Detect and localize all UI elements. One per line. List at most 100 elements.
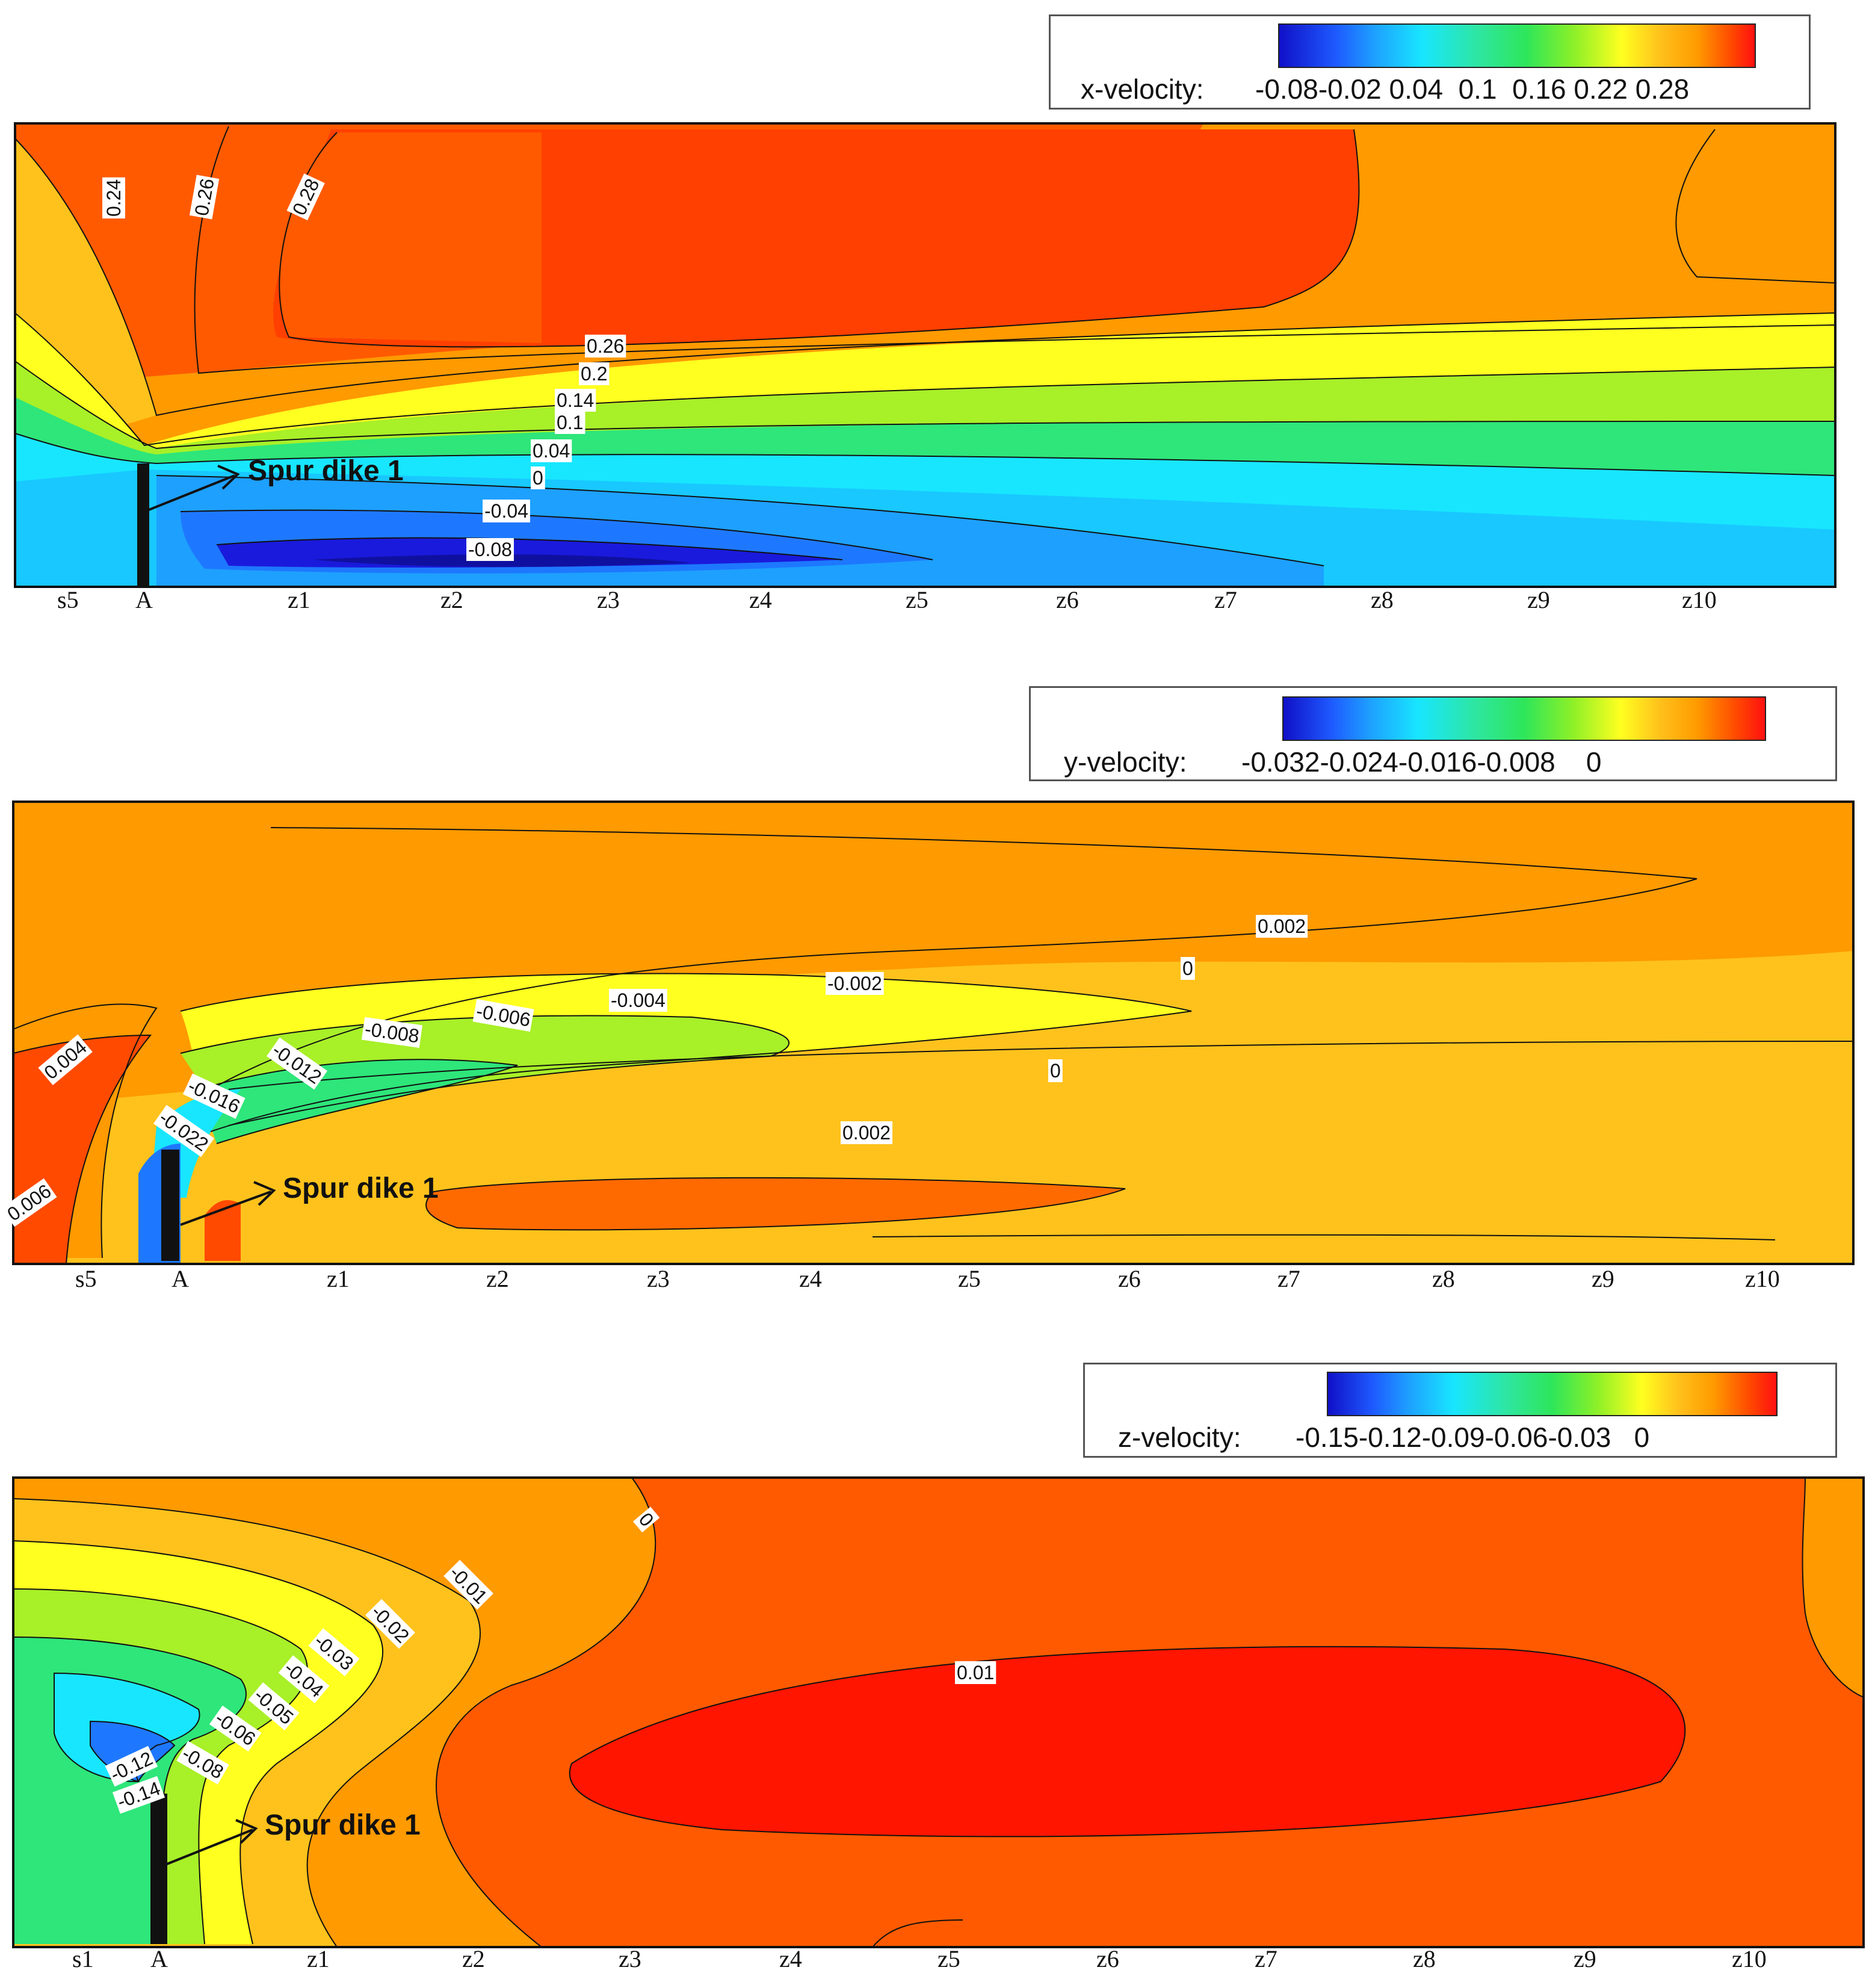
contour-plot: 0.002 0 -0.002 -0.004 -0.006 -0.008 -0.0… xyxy=(1,800,1855,1292)
colorbar-tick: 0.28 xyxy=(1635,73,1690,105)
contour-label-bg xyxy=(585,335,626,358)
panel-x-velocity: x-velocity: -0.08-0.02 0.04 0.1 0.16 0.2… xyxy=(0,0,1875,626)
x-tick-label: A xyxy=(171,1265,189,1292)
colorbar-legend: z-velocity: -0.15-0.12-0.09-0.06-0.03 0 xyxy=(1083,1363,1837,1458)
contour-label-bg xyxy=(472,999,534,1032)
x-tick-label: z8 xyxy=(1371,586,1394,613)
contour-label-bg xyxy=(1256,915,1308,938)
contour-label-bg xyxy=(841,1121,893,1144)
contour-label: 0.01 xyxy=(957,1662,994,1683)
contour-label-bg xyxy=(102,177,125,218)
contour-label-bg xyxy=(1181,957,1195,980)
x-axis-ticks: s1 A z1 z2 z3 z4 z5 z6 z7 z8 z9 z10 xyxy=(72,1945,1767,1972)
contour-band xyxy=(1802,1478,1864,1697)
contour-line xyxy=(156,475,1324,566)
x-tick-label: z3 xyxy=(597,586,620,613)
annotation-label: Spur dike 1 xyxy=(283,1172,439,1204)
colorbar-tick: -0.02 xyxy=(1318,73,1382,105)
contour-line xyxy=(872,1919,963,1948)
x-tick-label: z7 xyxy=(1255,1945,1277,1972)
contour-label-bg xyxy=(826,972,884,995)
contour-line xyxy=(210,827,1697,1090)
colorbar-legend: x-velocity: -0.08-0.02 0.04 0.1 0.16 0.2… xyxy=(1049,14,1811,110)
colorbar-tick: -0.016 xyxy=(1398,746,1477,778)
x-axis-ticks: s5 A z1 z2 z3 z4 z5 z6 z7 z8 z9 z10 xyxy=(75,1265,1780,1292)
x-tick-label: z9 xyxy=(1592,1265,1614,1292)
spur-dike xyxy=(161,1150,179,1261)
contour-label-bg xyxy=(555,411,585,434)
contour-line xyxy=(13,1034,152,1265)
plot-frame xyxy=(12,1476,1865,1948)
contour-line xyxy=(13,1003,158,1259)
x-tick-label: z3 xyxy=(619,1945,641,1972)
x-tick-label: z2 xyxy=(440,586,463,613)
x-tick-label: z2 xyxy=(462,1945,485,1972)
contour-label-bg xyxy=(531,466,545,489)
x-tick-label: z7 xyxy=(1214,586,1237,613)
contour-band xyxy=(13,1035,150,1264)
colorbar-tick: 0.22 xyxy=(1574,73,1628,105)
contour-line xyxy=(14,312,1836,447)
contour-label: 0 xyxy=(533,467,543,489)
contour-line xyxy=(13,1498,481,1948)
annotation-label: Spur dike 1 xyxy=(265,1809,421,1841)
contour-band xyxy=(205,1200,241,1261)
contour-label-bg xyxy=(182,1073,246,1119)
contour-band xyxy=(569,1646,1685,1837)
contour-label-bg xyxy=(361,1017,422,1048)
spur-dike-annotation: Spur dike 1 xyxy=(162,1809,421,1867)
x-tick-label: z3 xyxy=(647,1265,670,1292)
contour-label-bg xyxy=(286,173,325,221)
colorbar-title: z-velocity: xyxy=(1118,1422,1241,1453)
contour-label: 0.002 xyxy=(842,1122,891,1144)
contour-label: 0.1 xyxy=(557,412,583,433)
colorbar-title: y-velocity: xyxy=(1064,746,1187,778)
x-tick-label: z1 xyxy=(288,586,310,613)
colorbar xyxy=(1282,696,1766,741)
contour-label-bg xyxy=(365,1599,415,1649)
colorbar-tick: -0.15 xyxy=(1296,1422,1359,1453)
contour-plot: 0 -0.01 -0.02 -0.03 -0.04 -0.05 -0.06 -0… xyxy=(12,1476,1865,1972)
contour-label-bg xyxy=(278,1655,330,1703)
contour-label: -0.002 xyxy=(827,973,882,994)
contour-plot: 0.24 0.26 0.28 0.26 0.2 0.14 0.1 0.04 0 … xyxy=(14,122,1836,613)
colorbar-tick: -0.09 xyxy=(1421,1422,1485,1453)
plot-frame xyxy=(12,800,1855,1265)
contour-line xyxy=(279,129,1360,348)
annotation-arrow xyxy=(180,1191,271,1226)
x-tick-label: z6 xyxy=(1118,1265,1141,1292)
colorbar-tick: -0.032 xyxy=(1241,746,1320,778)
contour-line xyxy=(194,126,1836,374)
contour-label-bg xyxy=(531,439,572,462)
contour-label-bg xyxy=(248,1682,300,1730)
x-tick-label: z8 xyxy=(1413,1945,1436,1972)
contour-label-bg xyxy=(1,1178,57,1227)
x-tick-label: z4 xyxy=(779,1945,802,1972)
x-tick-label: z7 xyxy=(1277,1265,1300,1292)
colorbar-tick: 0.1 xyxy=(1458,73,1497,105)
contour-label-bg xyxy=(443,1559,493,1610)
x-tick-label: z4 xyxy=(749,586,772,613)
contour-label-bg xyxy=(579,362,610,385)
colorbar-tick: 0.04 xyxy=(1389,73,1444,105)
x-tick-label: z2 xyxy=(486,1265,509,1292)
contour-lines xyxy=(14,126,1836,566)
contour-label-bg xyxy=(176,1741,229,1785)
contour-label: -0.004 xyxy=(611,989,666,1011)
x-tick-label: z10 xyxy=(1745,1265,1780,1292)
contour-line xyxy=(228,1041,1854,1090)
x-tick-label: z10 xyxy=(1682,586,1717,613)
contour-label-bg xyxy=(955,1661,996,1684)
contour-line xyxy=(425,1177,1126,1231)
contour-line xyxy=(180,509,933,560)
contour-label-bg xyxy=(308,1628,360,1676)
colorbar-tick: -0.12 xyxy=(1358,1422,1422,1453)
spur-dike-annotation: Spur dike 1 xyxy=(144,455,404,513)
colorbar-tick-labels: -0.032-0.024-0.016-0.008 0 xyxy=(1241,746,1601,778)
contour-label-bg xyxy=(266,1037,327,1090)
contour-label: 0.24 xyxy=(103,179,125,217)
x-axis-ticks: s5 A z1 z2 z3 z4 z5 z6 z7 z8 z9 z10 xyxy=(57,586,1717,613)
contour-label-bg xyxy=(105,1745,158,1787)
contour-band xyxy=(426,1177,1125,1230)
plot-frame xyxy=(14,122,1836,588)
